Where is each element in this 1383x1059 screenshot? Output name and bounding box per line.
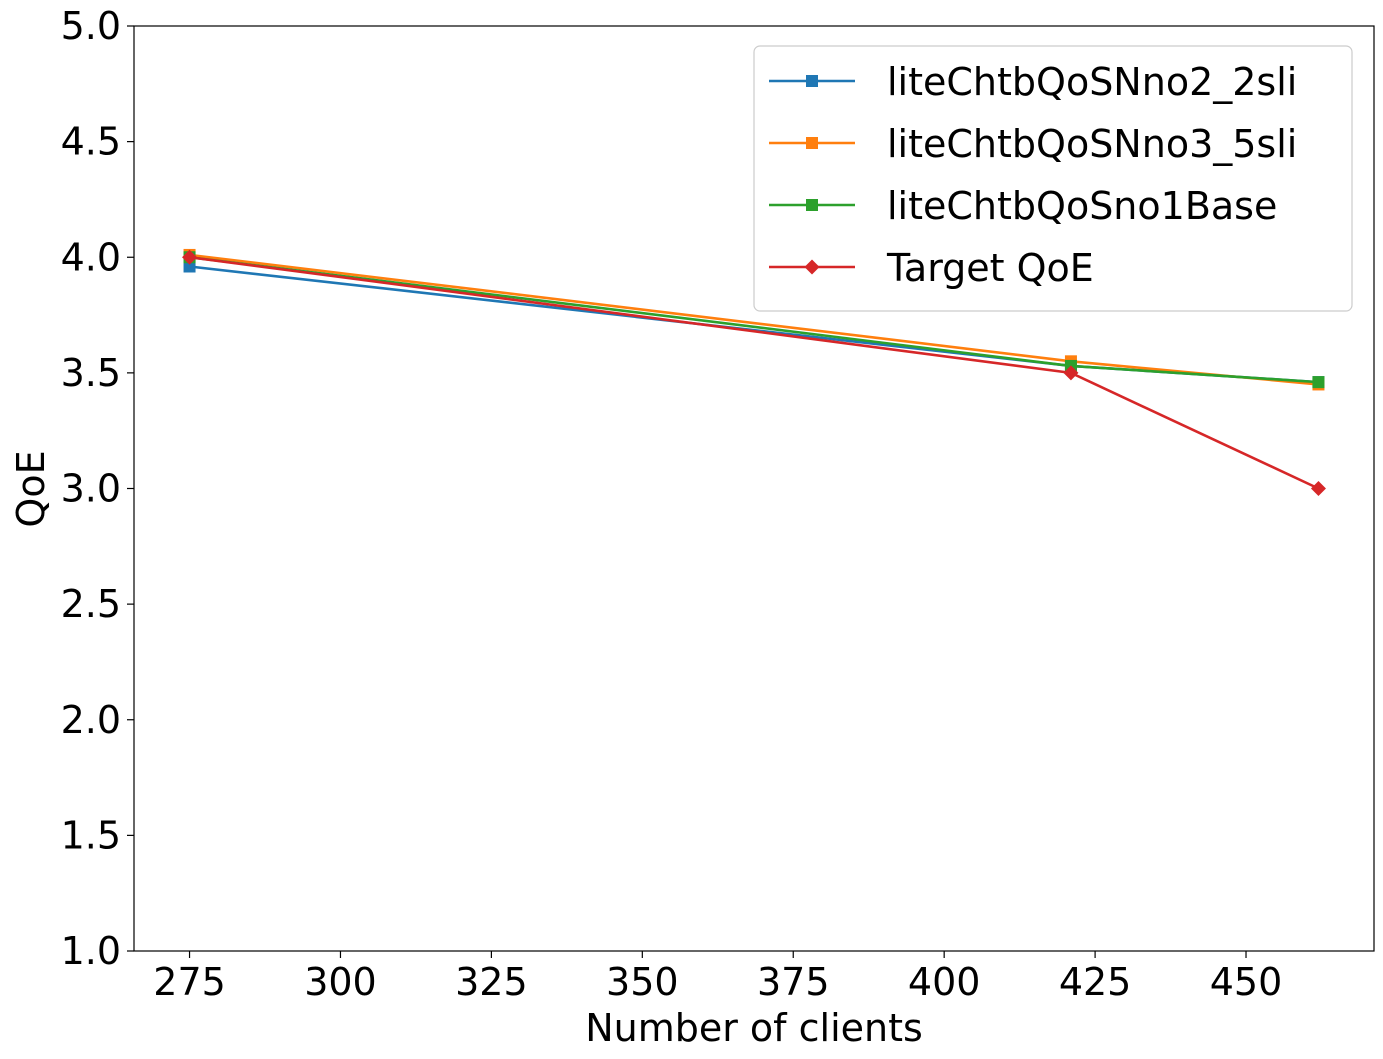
y-tick-label: 1.0 — [61, 929, 121, 973]
y-axis-ticks: 1.0 1.5 2.0 2.5 3.0 3.5 4.0 4.5 5.0 — [61, 4, 134, 973]
data-point — [182, 249, 198, 265]
y-tick-label: 2.0 — [61, 698, 121, 742]
legend-label: liteChtbQoSno1Base — [887, 184, 1277, 228]
data-point — [1063, 365, 1079, 381]
y-tick-label: 3.5 — [61, 351, 121, 395]
data-point — [183, 260, 196, 273]
legend-marker — [806, 137, 818, 149]
y-tick-label: 4.5 — [61, 120, 121, 164]
legend-entry: liteChtbQoSNno2_2sli — [769, 60, 1297, 104]
legend-entry: Target QoE — [769, 246, 1094, 290]
y-tick-label: 4.0 — [61, 235, 121, 279]
legend-entries: liteChtbQoSNno2_2sli liteChtbQoSNno3_5sli… — [769, 60, 1297, 290]
x-tick-label: 450 — [1210, 960, 1283, 1004]
x-tick-label: 400 — [908, 960, 981, 1004]
x-tick-label: 300 — [304, 960, 377, 1004]
y-tick-label: 1.5 — [61, 813, 121, 857]
x-tick-label: 375 — [757, 960, 830, 1004]
y-tick-label: 5.0 — [61, 4, 121, 48]
legend-marker — [806, 75, 818, 87]
y-tick-label: 3.0 — [61, 467, 121, 511]
x-axis-ticks: 275 300 325 350 375 400 425 450 — [153, 951, 1282, 1004]
x-tick-label: 325 — [455, 960, 528, 1004]
legend-entry: liteChtbQoSno1Base — [769, 184, 1277, 228]
legend: liteChtbQoSNno2_2sli liteChtbQoSNno3_5sli… — [753, 45, 1353, 312]
y-tick-label: 2.5 — [61, 582, 121, 626]
legend-entry: liteChtbQoSNno3_5sli — [769, 122, 1297, 166]
legend-label: liteChtbQoSNno2_2sli — [887, 60, 1297, 104]
data-point — [1310, 481, 1326, 496]
series-layer — [182, 248, 1326, 496]
x-tick-label: 425 — [1059, 960, 1132, 1004]
series-3 — [182, 249, 1326, 496]
legend-label: Target QoE — [886, 246, 1094, 290]
data-point — [1312, 376, 1325, 389]
x-axis-title: Number of clients — [585, 1006, 923, 1050]
y-axis-title: QoE — [9, 450, 53, 527]
legend-marker — [804, 259, 820, 275]
x-tick-label: 350 — [606, 960, 679, 1004]
legend-label: liteChtbQoSNno3_5sli — [887, 122, 1297, 166]
legend-box — [753, 45, 1353, 312]
legend-marker — [806, 199, 818, 211]
x-tick-label: 275 — [153, 960, 226, 1004]
